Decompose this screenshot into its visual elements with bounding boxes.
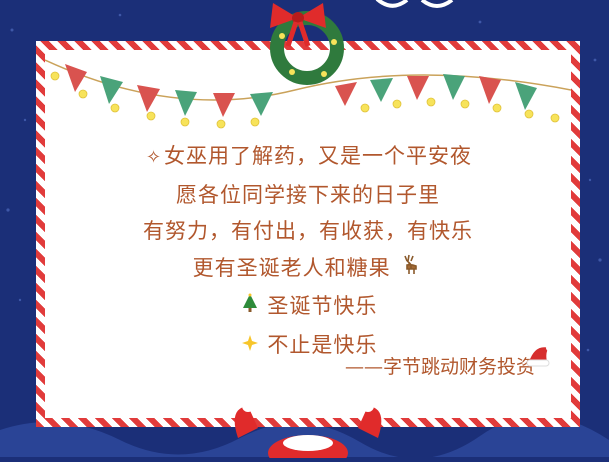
- santa-hat-icon: [525, 342, 553, 372]
- greeting-card: ✧女巫用了解药，又是一个平安夜 愿各位同学接下来的日子里 有努力，有付出，有收获…: [36, 41, 580, 427]
- sparkle-star-icon: [241, 334, 266, 357]
- poem-line-4-text: 更有圣诞老人和糖果: [192, 255, 391, 280]
- poem-line-4: 更有圣诞老人和糖果: [45, 250, 571, 289]
- poem-line-2: 愿各位同学接下来的日子里: [45, 177, 571, 214]
- santa-icon: [218, 398, 398, 462]
- poem-line-2-text: 愿各位同学接下来的日子里: [176, 182, 440, 207]
- poem-line-1: ✧女巫用了解药，又是一个平安夜: [45, 138, 571, 177]
- poem-line-3: 有努力，有付出，有收获，有快乐: [45, 213, 571, 250]
- reindeer-icon: [393, 254, 422, 280]
- bow-icon: [258, 0, 338, 52]
- poem-line-3-text: 有努力，有付出，有收获，有快乐: [143, 219, 473, 243]
- poem-line-5-text: 圣诞节快乐: [267, 294, 378, 318]
- card-body: ✧女巫用了解药，又是一个平安夜 愿各位同学接下来的日子里 有努力，有付出，有收获…: [45, 50, 571, 418]
- poem-line-6-text: 不止是快乐: [267, 332, 378, 357]
- greeting-poem: ✧女巫用了解药，又是一个平安夜 愿各位同学接下来的日子里 有努力，有付出，有收获…: [45, 138, 571, 365]
- fairy-icon: ✧: [145, 147, 163, 168]
- bunting-garland: [45, 59, 571, 129]
- poem-line-5: 圣诞节快乐: [45, 288, 571, 327]
- poem-line-1-text: 女巫用了解药，又是一个平安夜: [164, 144, 473, 168]
- christmas-tree-icon: [241, 293, 266, 318]
- top-title-decoration: [372, 0, 462, 18]
- signature: ——字节跳动财务投资: [344, 356, 535, 378]
- poem-line-6: 不止是快乐: [45, 327, 571, 366]
